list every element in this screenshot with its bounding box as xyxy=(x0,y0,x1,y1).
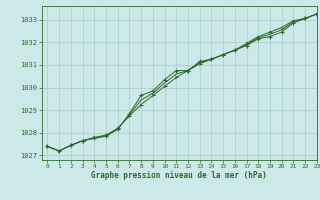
X-axis label: Graphe pression niveau de la mer (hPa): Graphe pression niveau de la mer (hPa) xyxy=(91,171,267,180)
